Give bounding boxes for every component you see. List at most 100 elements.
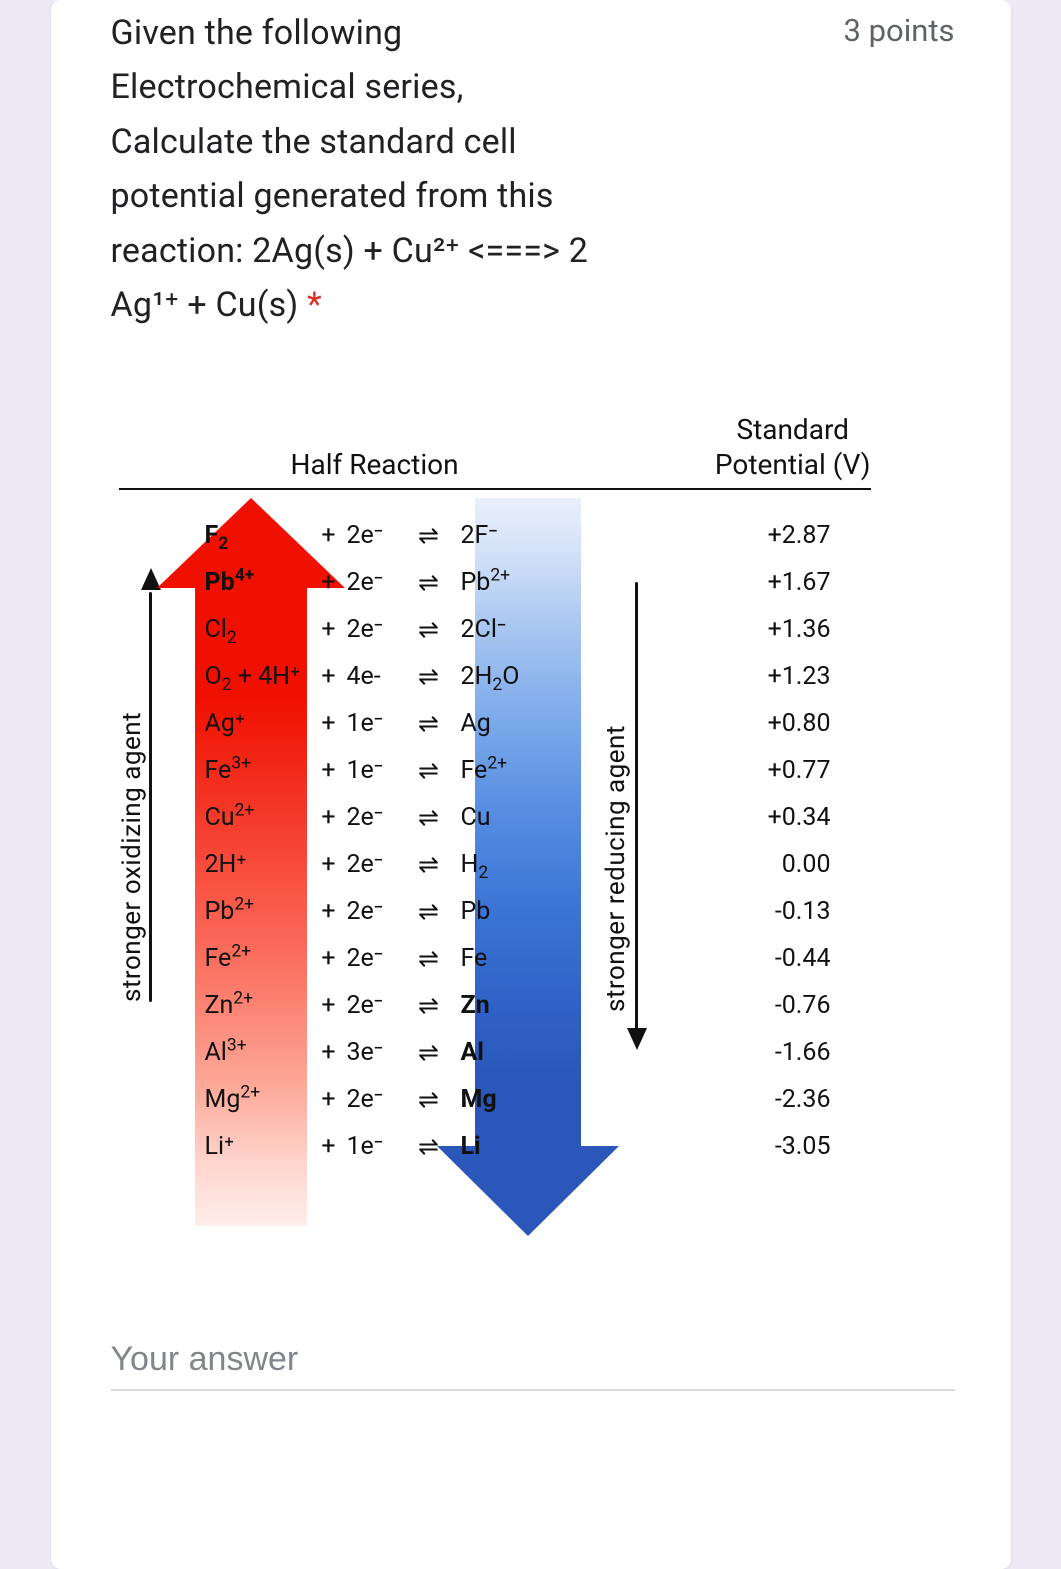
plus-sign: + <box>311 944 347 973</box>
product-cell: 2H2O <box>449 662 621 691</box>
oxidant-cell: Ag⁺ <box>111 709 311 738</box>
potential-cell: 0.00 <box>751 850 871 879</box>
reaction-row: Fe2++2e⁻⇌Fe-0.44 <box>111 935 871 982</box>
plus-sign: + <box>311 991 347 1020</box>
reaction-row: Li⁺+1e⁻⇌Li -3.05 <box>111 1123 871 1170</box>
reaction-row: Al3++3e⁻⇌Al-1.66 <box>111 1029 871 1076</box>
header-potential-line1: Standard <box>736 413 849 446</box>
required-marker: * <box>307 285 322 325</box>
oxidant-cell: Cl2 <box>111 615 311 644</box>
reaction-row: Pb2++2e⁻⇌Pb-0.13 <box>111 888 871 935</box>
reaction-row: Ag⁺+1e⁻⇌Ag +0.80 <box>111 700 871 747</box>
equilibrium-icon: ⇌ <box>409 1038 449 1068</box>
equilibrium-icon: ⇌ <box>409 709 449 739</box>
equilibrium-icon: ⇌ <box>409 850 449 880</box>
oxidant-cell: Fe3+ <box>111 756 311 785</box>
potential-cell: +1.67 <box>751 568 871 597</box>
potential-cell: +1.36 <box>751 615 871 644</box>
electrons-cell: 2e⁻ <box>347 991 409 1020</box>
question-line: Calculate the standard cell <box>111 122 517 162</box>
oxidant-cell: Fe2+ <box>111 944 311 973</box>
plus-sign: + <box>311 1085 347 1114</box>
equilibrium-icon: ⇌ <box>409 803 449 833</box>
question-line: Ag¹⁺ + Cu(s) <box>111 285 299 325</box>
equilibrium-icon: ⇌ <box>409 662 449 692</box>
product-cell: Pb <box>449 897 621 926</box>
reaction-row: Fe3++1e⁻⇌Fe2++0.77 <box>111 747 871 794</box>
oxidant-cell: Pb2+ <box>111 897 311 926</box>
question-line: reaction: 2Ag(s) + Cu²⁺ <===> 2 <box>111 231 589 271</box>
oxidant-cell: Zn2+ <box>111 991 311 1020</box>
electrons-cell: 2e⁻ <box>347 521 409 550</box>
electrons-cell: 1e⁻ <box>347 756 409 785</box>
question-card: Given the following Electrochemical seri… <box>51 0 1011 1569</box>
header-rule <box>119 488 871 490</box>
electrochemical-series-figure: Half Reaction Standard Potential (V) str… <box>111 412 871 1242</box>
plus-sign: + <box>311 615 347 644</box>
product-cell: 2Cl⁻ <box>449 615 621 644</box>
electrons-cell: 2e⁻ <box>347 803 409 832</box>
oxidant-cell: Mg2+ <box>111 1085 311 1114</box>
product-cell: 2F⁻ <box>449 521 621 550</box>
reaction-row: Cl2+2e⁻⇌2Cl⁻ +1.36 <box>111 606 871 653</box>
oxidant-cell: 2H⁺ <box>111 850 311 879</box>
plus-sign: + <box>311 1038 347 1067</box>
potential-cell: +1.23 <box>751 662 871 691</box>
equilibrium-icon: ⇌ <box>409 756 449 786</box>
equilibrium-icon: ⇌ <box>409 521 449 551</box>
reaction-row: 2H⁺+2e⁻⇌H20.00 <box>111 841 871 888</box>
potential-cell: -0.76 <box>751 991 871 1020</box>
question-line: potential generated from this <box>111 176 554 216</box>
product-cell: Cu <box>449 803 621 832</box>
electrons-cell: 1e⁻ <box>347 709 409 738</box>
equilibrium-icon: ⇌ <box>409 1132 449 1162</box>
product-cell: Ag <box>449 709 621 738</box>
potential-cell: -3.05 <box>751 1132 871 1161</box>
equilibrium-icon: ⇌ <box>409 568 449 598</box>
electrons-cell: 2e⁻ <box>347 897 409 926</box>
equilibrium-icon: ⇌ <box>409 1085 449 1115</box>
question-text: Given the following Electrochemical seri… <box>111 6 589 332</box>
plus-sign: + <box>311 803 347 832</box>
reaction-row: F2+2e⁻⇌2F⁻+2.87 <box>111 512 871 559</box>
potential-cell: -2.36 <box>751 1085 871 1114</box>
points-label: 3 points <box>844 6 955 49</box>
potential-cell: -0.44 <box>751 944 871 973</box>
plus-sign: + <box>311 709 347 738</box>
equilibrium-icon: ⇌ <box>409 944 449 974</box>
potential-cell: +0.34 <box>751 803 871 832</box>
electrons-cell: 2e⁻ <box>347 615 409 644</box>
equilibrium-icon: ⇌ <box>409 897 449 927</box>
oxidant-cell: Cu2+ <box>111 803 311 832</box>
plus-sign: + <box>311 756 347 785</box>
plus-sign: + <box>311 1132 347 1161</box>
header-half-reaction: Half Reaction <box>291 448 459 481</box>
reaction-row: Zn2++2e⁻⇌Zn -0.76 <box>111 982 871 1029</box>
oxidant-cell: Pb4+ <box>111 568 311 597</box>
electrons-cell: 2e⁻ <box>347 568 409 597</box>
reaction-row: Cu2++2e⁻⇌Cu +0.34 <box>111 794 871 841</box>
product-cell: Mg <box>449 1085 621 1114</box>
answer-input[interactable] <box>111 1332 955 1391</box>
electrons-cell: 1e⁻ <box>347 1132 409 1161</box>
oxidant-cell: Li⁺ <box>111 1132 311 1161</box>
reaction-row: O2 + 4H⁺+4e-⇌2H2O+1.23 <box>111 653 871 700</box>
oxidant-cell: F2 <box>111 521 311 550</box>
equilibrium-icon: ⇌ <box>409 991 449 1021</box>
product-cell: H2 <box>449 850 621 879</box>
card-inner: Given the following Electrochemical seri… <box>51 0 1011 1431</box>
plus-sign: + <box>311 568 347 597</box>
question-header: Given the following Electrochemical seri… <box>111 0 955 332</box>
answer-row <box>111 1332 955 1391</box>
product-cell: Zn <box>449 991 621 1020</box>
header-potential-line2: Potential (V) <box>715 448 871 481</box>
potential-cell: -1.66 <box>751 1038 871 1067</box>
equilibrium-icon: ⇌ <box>409 615 449 645</box>
electrons-cell: 3e⁻ <box>347 1038 409 1067</box>
potential-cell: +0.80 <box>751 709 871 738</box>
electrons-cell: 2e⁻ <box>347 944 409 973</box>
question-line: Given the following <box>111 13 403 53</box>
electrons-cell: 2e⁻ <box>347 850 409 879</box>
plus-sign: + <box>311 521 347 550</box>
product-cell: Li <box>449 1132 621 1161</box>
